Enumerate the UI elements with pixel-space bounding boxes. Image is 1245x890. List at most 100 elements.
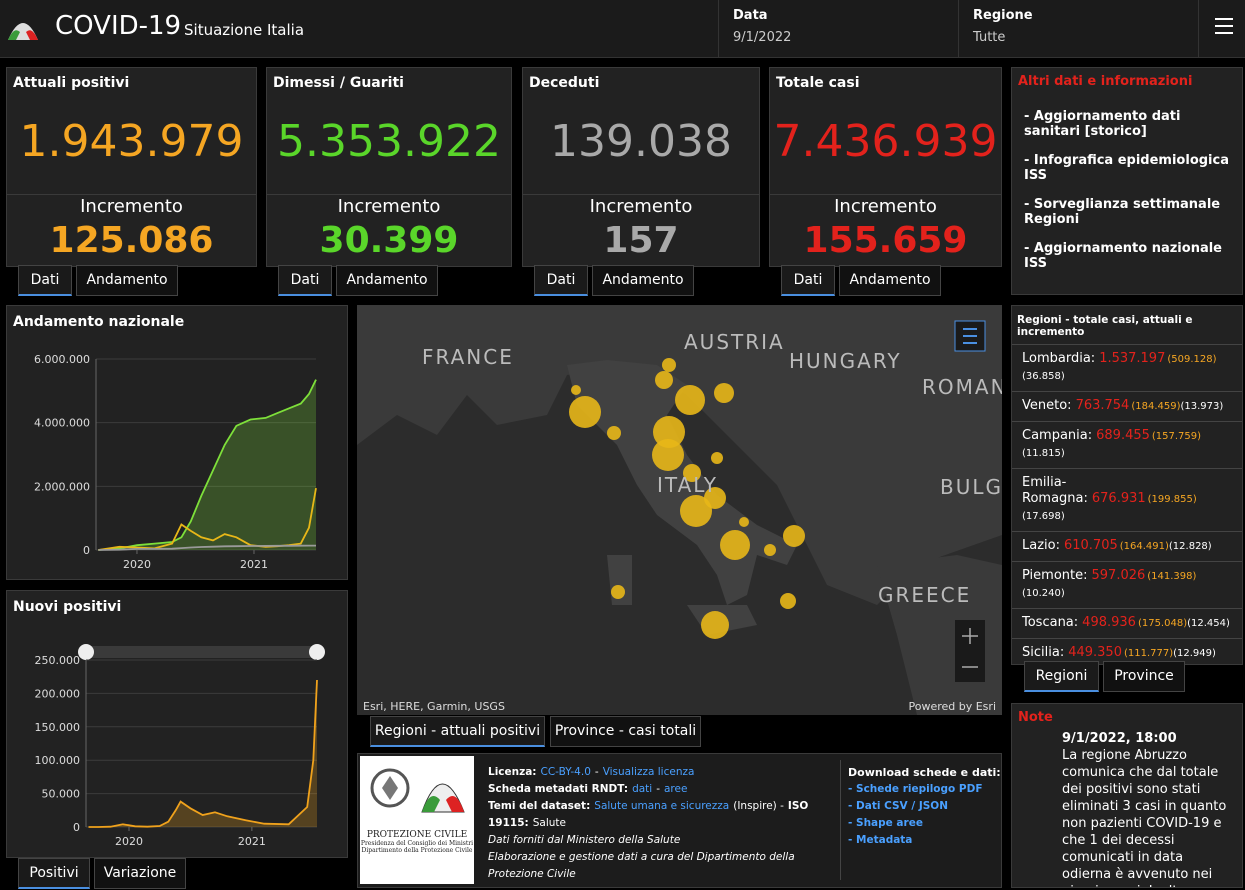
map-label: ITALY bbox=[657, 473, 718, 497]
tab[interactable]: Andamento bbox=[839, 265, 941, 296]
region-row: Piemonte: 597.026 (141.398) (10.240) bbox=[1012, 562, 1242, 609]
line bbox=[88, 679, 318, 828]
y-tick-label: 6.000.000 bbox=[34, 353, 90, 366]
download-link[interactable]: - Schede riepilogo PDF bbox=[848, 783, 983, 795]
region-total: 1.537.197 bbox=[1099, 351, 1166, 366]
region-name: Campania: bbox=[1022, 428, 1093, 443]
map-label: GREECE bbox=[878, 583, 972, 607]
card: Attuali positivi 1.943.979 Incremento 125.0… bbox=[6, 67, 257, 267]
tab[interactable]: Andamento bbox=[336, 265, 438, 296]
info-panel: Altri dati e informazioni - Aggiornament… bbox=[1011, 67, 1243, 295]
tab[interactable]: Dati bbox=[278, 265, 332, 296]
divider bbox=[523, 194, 759, 195]
tab[interactable]: Dati bbox=[534, 265, 588, 296]
card-increment: 125.086 bbox=[49, 220, 214, 261]
range-slider bbox=[86, 646, 317, 658]
y-tick-label: 100.000 bbox=[35, 754, 81, 767]
y-tick-label: 4.000.000 bbox=[34, 417, 90, 430]
note-text: La regione Abruzzo comunica che dal tota… bbox=[1062, 748, 1227, 887]
subtitle: Situazione Italia bbox=[184, 21, 305, 39]
card-increment-label: Incremento bbox=[337, 196, 441, 217]
region-row: Emilia-Romagna: 676.931 (199.855) (17.698) bbox=[1012, 469, 1242, 532]
footer-panel: PROTEZIONE CIVILE Presidenza del Consigl… bbox=[357, 753, 1002, 888]
card-increment-label: Incremento bbox=[80, 196, 183, 217]
region-row: Sicilia: 449.350 (111.777)(12.949) bbox=[1012, 639, 1242, 664]
download-link[interactable]: - Dati CSV / JSON bbox=[848, 800, 949, 812]
area bbox=[88, 680, 317, 827]
slider-handle bbox=[309, 644, 325, 660]
chart-title: Nuovi positivi bbox=[13, 599, 121, 615]
footer-text: - bbox=[594, 766, 599, 778]
footer-text[interactable]: aree bbox=[664, 783, 688, 795]
menu-button[interactable] bbox=[1214, 16, 1234, 36]
region-name: Lombardia: bbox=[1022, 351, 1096, 366]
date: 9/1/2022 bbox=[733, 30, 792, 45]
footer-logo: PROTEZIONE CIVILE Presidenza del Consigl… bbox=[360, 756, 474, 884]
region-row: Toscana: 498.936 (175.048)(12.454) bbox=[1012, 609, 1242, 639]
card-value: 1.943.979 bbox=[19, 116, 244, 167]
logo-text: Dipartimento della Protezione Civile bbox=[361, 847, 473, 854]
region-active: (509.128) bbox=[1167, 354, 1217, 365]
tab[interactable]: Variazione bbox=[94, 858, 186, 889]
card-increment-label: Incremento bbox=[589, 196, 693, 217]
footer-text[interactable]: Visualizza licenza bbox=[602, 766, 695, 778]
x-tick-label: 2021 bbox=[238, 835, 266, 848]
chart-panel: Nuovi positivi 0 50.000 100.000 150.000 200.0… bbox=[6, 590, 348, 858]
region-label: Regione bbox=[973, 8, 1033, 23]
footer-text[interactable]: CC-BY-4.0 bbox=[540, 766, 591, 778]
tab[interactable]: Dati bbox=[18, 265, 72, 296]
tab[interactable]: Dati bbox=[781, 265, 835, 296]
footer-text[interactable]: dati bbox=[632, 783, 653, 795]
card-value: 7.436.939 bbox=[773, 116, 998, 167]
download-link[interactable]: - Shape aree bbox=[848, 817, 923, 829]
area bbox=[98, 379, 316, 550]
info-link[interactable]: - Infografica epidemiologica ISS bbox=[1024, 153, 1229, 183]
region-total: 676.931 bbox=[1091, 491, 1146, 506]
region-active: (164.491) bbox=[1119, 541, 1169, 552]
region-total: 449.350 bbox=[1068, 645, 1122, 660]
logo-text: Presidenza del Consiglio dei Ministri bbox=[360, 840, 474, 847]
region-name: Sicilia: bbox=[1022, 645, 1065, 660]
tab[interactable]: Regioni bbox=[1024, 661, 1099, 692]
tab[interactable]: Positivi bbox=[18, 858, 90, 889]
y-tick-label: 200.000 bbox=[35, 687, 81, 700]
regions-panel: Regioni - totale casi, attuali e increme… bbox=[1011, 305, 1243, 665]
map[interactable]: FRANCE AUSTRIA HUNGARY ROMAN ITALY BULG GREECE… bbox=[357, 305, 1002, 715]
download-link[interactable]: - Metadata bbox=[848, 834, 913, 846]
card-title: Attuali positivi bbox=[13, 75, 130, 91]
region-row: Lazio: 610.705 (164.491)(12.828) bbox=[1012, 532, 1242, 562]
tab[interactable]: Province - casi totali bbox=[550, 716, 701, 747]
download-title: Download schede e dati: bbox=[848, 766, 1001, 779]
title: COVID-19 bbox=[55, 11, 182, 41]
region-name: Emilia-Romagna: bbox=[1022, 475, 1088, 506]
card: Totale casi 7.436.939 Incremento 155.659 bbox=[769, 67, 1002, 267]
info-link[interactable]: - Aggiornamento nazionale ISS bbox=[1024, 241, 1222, 271]
region-row: Veneto: 763.754 (184.459)(13.973) bbox=[1012, 392, 1242, 422]
y-tick-label: 0 bbox=[83, 544, 90, 557]
footer-text[interactable]: Salute umana e sicurezza bbox=[594, 800, 730, 812]
region-active: (157.759) bbox=[1151, 431, 1202, 442]
footer-text: Licenza: bbox=[488, 766, 537, 778]
tab[interactable]: Andamento bbox=[592, 265, 694, 296]
map-canvas bbox=[357, 305, 1002, 715]
map-label: ROMAN bbox=[922, 375, 1002, 399]
region: Tutte bbox=[973, 30, 1006, 45]
slider-handle bbox=[78, 644, 94, 660]
tab[interactable]: Province bbox=[1103, 661, 1185, 692]
tab[interactable]: Andamento bbox=[76, 265, 178, 296]
y-tick-label: 150.000 bbox=[35, 721, 81, 734]
map-label: BULG bbox=[940, 475, 1002, 499]
region-total: 597.026 bbox=[1091, 568, 1146, 583]
regions-title: Regioni - totale casi, attuali e increme… bbox=[1012, 306, 1242, 345]
footer-text: ISO 19115: bbox=[488, 800, 809, 829]
line bbox=[98, 379, 317, 551]
region-total: 610.705 bbox=[1063, 538, 1118, 553]
info-link[interactable]: - Aggiornamento dati sanitari [storico] bbox=[1024, 109, 1181, 139]
chart: Nuovi positivi 0 50.000 100.000 150.000 200.0… bbox=[13, 599, 325, 848]
tab[interactable]: Regioni - attuali positivi bbox=[370, 716, 545, 747]
info-link[interactable]: - Sorveglianza settimanale Regioni bbox=[1024, 197, 1221, 227]
region-active: (199.855) bbox=[1147, 494, 1197, 505]
y-tick-label: 0 bbox=[73, 821, 80, 834]
header: COVID-19 Situazione Italia Data 9/1/2022… bbox=[0, 0, 1245, 58]
